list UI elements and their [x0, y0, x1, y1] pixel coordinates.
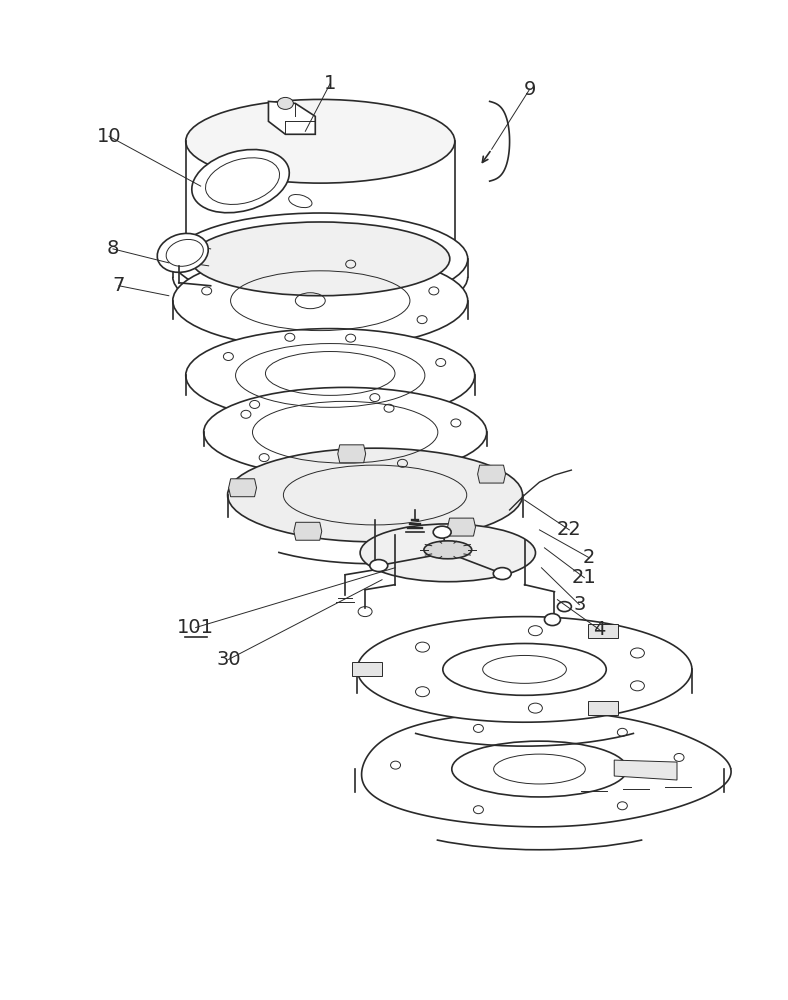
- Ellipse shape: [545, 614, 560, 626]
- Text: 10: 10: [97, 127, 121, 146]
- Ellipse shape: [360, 524, 536, 582]
- Text: 21: 21: [572, 568, 597, 587]
- Polygon shape: [448, 518, 475, 536]
- Text: 22: 22: [557, 520, 582, 539]
- Text: 30: 30: [216, 650, 241, 669]
- Text: 1: 1: [324, 74, 336, 93]
- Ellipse shape: [433, 526, 452, 538]
- Text: 8: 8: [107, 239, 119, 258]
- Polygon shape: [589, 701, 619, 715]
- Ellipse shape: [557, 602, 571, 612]
- Text: 2: 2: [583, 548, 596, 567]
- Text: 4: 4: [593, 620, 605, 639]
- Text: 7: 7: [113, 276, 125, 295]
- Polygon shape: [269, 101, 315, 134]
- Polygon shape: [338, 445, 366, 463]
- Polygon shape: [589, 624, 619, 638]
- Polygon shape: [357, 617, 692, 722]
- Ellipse shape: [277, 97, 293, 109]
- Polygon shape: [614, 760, 677, 780]
- Polygon shape: [478, 465, 506, 483]
- Text: 3: 3: [573, 595, 585, 614]
- Ellipse shape: [493, 568, 511, 580]
- Ellipse shape: [186, 99, 455, 183]
- Ellipse shape: [203, 387, 487, 477]
- Ellipse shape: [173, 213, 468, 305]
- Polygon shape: [229, 479, 257, 497]
- Polygon shape: [362, 711, 731, 827]
- Text: 9: 9: [523, 80, 536, 99]
- Ellipse shape: [173, 253, 468, 349]
- Ellipse shape: [191, 150, 289, 213]
- Ellipse shape: [158, 233, 208, 272]
- Ellipse shape: [370, 560, 388, 572]
- Polygon shape: [352, 662, 382, 676]
- Ellipse shape: [191, 222, 450, 296]
- Text: 101: 101: [177, 618, 214, 637]
- Ellipse shape: [228, 448, 522, 542]
- Ellipse shape: [424, 541, 472, 559]
- Ellipse shape: [186, 329, 474, 422]
- Polygon shape: [294, 522, 322, 540]
